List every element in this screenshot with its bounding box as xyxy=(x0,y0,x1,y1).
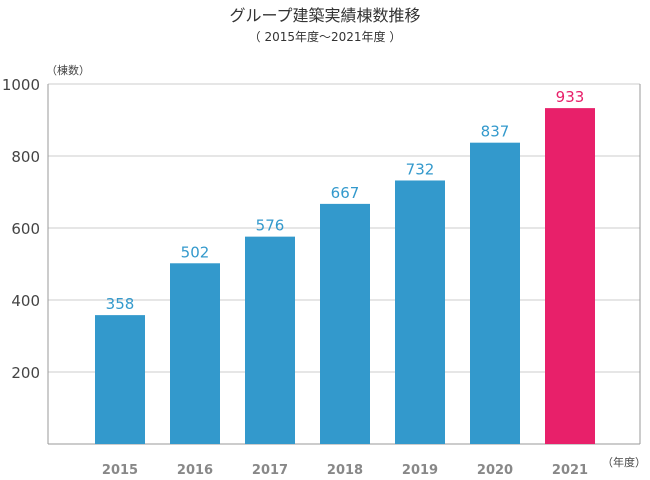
bar-value-label: 933 xyxy=(556,88,585,106)
x-tick-label: 2019 xyxy=(402,463,438,478)
y-tick-label: 1000 xyxy=(2,76,40,94)
bar-value-label: 667 xyxy=(331,184,360,202)
x-tick-labels: 2015 2016 2017 2018 2019 2020 2021 xyxy=(102,463,588,478)
x-tick-label: 2018 xyxy=(327,463,363,478)
bar-value-label: 502 xyxy=(181,243,210,261)
x-tick-label: 2017 xyxy=(252,463,288,478)
bar xyxy=(95,315,145,444)
y-axis-unit-label: （棟数） xyxy=(46,63,90,77)
y-tick-label: 600 xyxy=(11,220,40,238)
value-labels: 358 502 576 667 732 837 933 xyxy=(106,88,585,313)
bar xyxy=(470,142,520,444)
bar-value-label: 358 xyxy=(106,295,135,313)
bar xyxy=(320,203,370,444)
chart-subtitle: （ 2015年度～2021年度 ） xyxy=(248,30,402,44)
bars xyxy=(95,108,595,445)
bar-value-label: 837 xyxy=(481,123,510,141)
bar-value-label: 576 xyxy=(256,217,285,235)
chart-title: グループ建築実績棟数推移 xyxy=(229,6,421,25)
x-tick-label: 2021 xyxy=(552,463,588,478)
y-tick-label: 400 xyxy=(11,292,40,310)
x-tick-label: 2015 xyxy=(102,463,138,478)
y-tick-label: 200 xyxy=(11,364,40,382)
y-tick-labels: 200 400 600 800 1000 xyxy=(2,76,40,382)
x-tick-label: 2020 xyxy=(477,463,513,478)
bar xyxy=(170,263,220,444)
y-tick-label: 800 xyxy=(11,148,40,166)
x-tick-label: 2016 xyxy=(177,463,213,478)
bar-value-label: 732 xyxy=(406,160,435,178)
bar xyxy=(245,236,295,444)
bar xyxy=(395,180,445,445)
bar xyxy=(545,108,595,445)
x-axis-unit-label: （年度） xyxy=(602,455,646,469)
